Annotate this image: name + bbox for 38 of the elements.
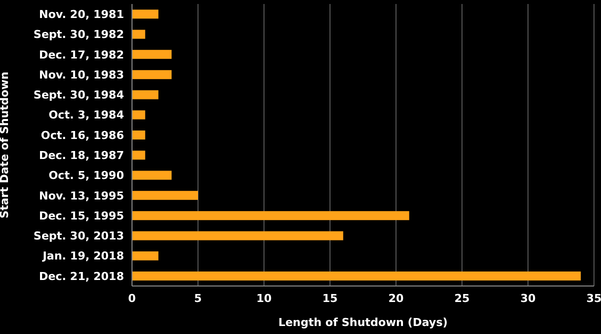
x-tick-label: 25 (454, 292, 470, 305)
bar (132, 251, 158, 260)
x-tick-label: 35 (586, 292, 601, 305)
y-tick-label: Dec. 15, 1995 (38, 209, 124, 222)
bar (132, 110, 146, 120)
y-tick-label: Nov. 20, 1981 (39, 8, 124, 21)
x-axis-title: Length of Shutdown (Days) (278, 316, 448, 329)
bar (132, 150, 146, 160)
x-tick-label: 20 (388, 292, 404, 305)
y-tick-label: Sept. 30, 1982 (34, 28, 124, 42)
bar (132, 50, 172, 59)
bar (132, 211, 410, 220)
y-tick-label: Nov. 10, 1983 (39, 68, 124, 82)
x-tick-label: 5 (194, 292, 202, 305)
bar (132, 170, 172, 180)
y-tick-label: Jan. 19, 2018 (42, 250, 124, 263)
y-tick-label: Oct. 3, 1984 (48, 108, 124, 122)
y-axis-title: Start Date of Shutdown (0, 72, 11, 218)
bar (132, 130, 146, 140)
y-tick-label: Sept. 30, 1984 (34, 88, 124, 102)
x-tick-label: 30 (520, 292, 536, 305)
y-tick-label: Sept. 30, 2013 (34, 230, 124, 243)
bar (132, 271, 581, 280)
y-tick-label: Dec. 21, 2018 (38, 270, 124, 283)
bar (132, 231, 344, 240)
bar (132, 90, 158, 100)
x-tick-label: 0 (128, 292, 136, 305)
y-tick-label: Dec. 18, 1987 (38, 148, 124, 162)
bar (132, 70, 172, 80)
y-tick-label: Oct. 16, 1986 (40, 128, 124, 142)
y-tick-label: Nov. 13, 1995 (39, 189, 124, 202)
bar (132, 190, 198, 200)
x-tick-label: 10 (256, 292, 272, 305)
x-tick-label: 15 (322, 292, 338, 305)
y-tick-label: Dec. 17, 1982 (38, 48, 124, 62)
bar (132, 10, 158, 19)
y-tick-label: Oct. 5, 1990 (48, 169, 124, 182)
bar (132, 30, 146, 39)
